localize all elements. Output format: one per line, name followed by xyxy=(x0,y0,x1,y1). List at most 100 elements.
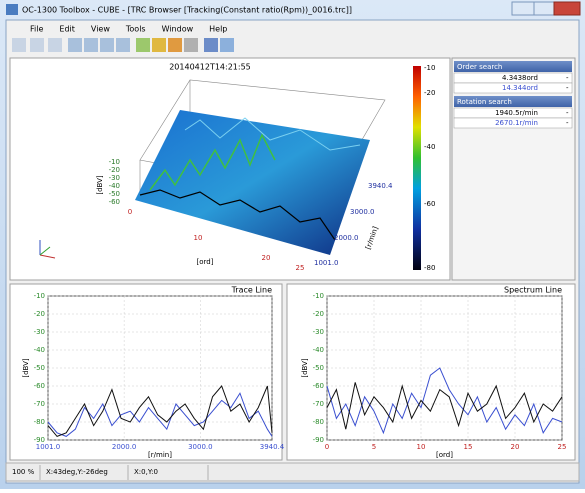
menu-item[interactable]: Window xyxy=(162,25,194,34)
colorbar xyxy=(413,66,421,270)
axis-indicator xyxy=(39,240,56,259)
search-row[interactable] xyxy=(453,117,573,129)
colorbar-tick-label: -10 xyxy=(424,64,435,72)
y-tick-label: -70 xyxy=(34,400,45,408)
z-tick-label: -20 xyxy=(109,166,120,174)
x-tick-label: 15 xyxy=(464,443,473,451)
maximize-button[interactable] xyxy=(533,1,555,16)
y-tick-label: -20 xyxy=(313,310,324,318)
z-tick-label: -50 xyxy=(109,190,120,198)
tool-icon[interactable] xyxy=(84,38,98,52)
y-tick-label: -50 xyxy=(313,364,324,372)
tool-icon[interactable] xyxy=(136,38,150,52)
axis-indicator-line xyxy=(39,254,56,259)
status-zoom: 100 % xyxy=(12,468,35,476)
order-search-header xyxy=(454,61,572,72)
y-tick-label: -90 xyxy=(34,436,45,444)
y-tick-label: -40 xyxy=(34,346,45,354)
search-delta: - xyxy=(566,74,569,82)
menu-item[interactable]: Edit xyxy=(59,25,75,34)
x-tick-label: 3940.4 xyxy=(260,443,285,451)
y-tick-label: -30 xyxy=(313,328,324,336)
tool-icon[interactable] xyxy=(68,38,82,52)
y-tick-label: -70 xyxy=(313,400,324,408)
tool-icon[interactable] xyxy=(48,38,62,52)
menu-bar: File Edit View Tools Window Help xyxy=(30,25,227,34)
tool-icon[interactable] xyxy=(220,38,234,52)
menu-item[interactable]: Tools xyxy=(125,25,146,34)
y-tick-label: 3000.0 xyxy=(350,208,375,216)
minimize-button[interactable] xyxy=(511,1,535,16)
tool-icon[interactable] xyxy=(30,38,44,52)
search-value: 1940.5r/min xyxy=(495,109,538,117)
x-tick-label: 25 xyxy=(558,443,567,451)
surface xyxy=(135,110,370,255)
x-tick-label: 5 xyxy=(372,443,376,451)
axis-indicator-line xyxy=(39,246,51,256)
series-line xyxy=(47,385,273,437)
y-tick-label: -30 xyxy=(34,328,45,336)
menu-item[interactable]: Help xyxy=(209,25,227,34)
menu-item[interactable]: View xyxy=(91,25,110,34)
search-panel xyxy=(451,57,576,281)
plot3d-title: 20140412T14:21:55 xyxy=(169,63,251,72)
x-tick-label: 10 xyxy=(417,443,426,451)
colorbar-tick-label: -80 xyxy=(424,264,435,272)
x-tick-label: 1001.0 xyxy=(36,443,61,451)
tool-icon[interactable] xyxy=(12,38,26,52)
y-tick-label: 2000.0 xyxy=(334,234,359,242)
tool-icon[interactable] xyxy=(168,38,182,52)
x-axis-label: [r/min] xyxy=(148,451,172,459)
y-tick-label: -50 xyxy=(34,364,45,372)
tool-icon[interactable] xyxy=(184,38,198,52)
x-tick-label: 0 xyxy=(325,443,329,451)
tool-icon[interactable] xyxy=(204,38,218,52)
z-tick-label: -60 xyxy=(109,198,120,206)
y-tick-label: -90 xyxy=(313,436,324,444)
y-tick-label: -60 xyxy=(313,382,324,390)
y-tick-label: -20 xyxy=(34,310,45,318)
x-tick-label: 20 xyxy=(511,443,520,451)
tool-icon[interactable] xyxy=(116,38,130,52)
z-tick-label: -30 xyxy=(109,174,120,182)
tool-icon[interactable] xyxy=(100,38,114,52)
y-tick-label: 3940.4 xyxy=(368,182,393,190)
surface-ridge xyxy=(139,189,336,241)
status-bar xyxy=(5,462,580,482)
menu-item[interactable]: File xyxy=(30,25,43,34)
y-tick-label: -60 xyxy=(34,382,45,390)
window-title: OC-1300 Toolbox - CUBE - [TRC Browser [T… xyxy=(22,6,352,15)
order-search-title: Order search xyxy=(457,63,502,71)
charts: Trace Line-10-20-30-40-50-60-70-80-90100… xyxy=(22,286,566,460)
close-button[interactable] xyxy=(553,1,581,16)
search-delta: - xyxy=(566,84,569,92)
status-angle: X:43deg,Y:-26deg xyxy=(46,468,108,476)
x-tick-label: 25 xyxy=(296,264,305,272)
app-icon xyxy=(6,4,18,15)
y-axis-label: [dBV] xyxy=(301,358,309,378)
search-row[interactable] xyxy=(453,82,573,94)
chart-title: Spectrum Line xyxy=(504,286,562,295)
x-tick-label: 10 xyxy=(194,234,203,242)
y-tick-label: -10 xyxy=(34,292,45,300)
search-value: 14.344ord xyxy=(502,84,538,92)
rotation-search-header xyxy=(454,96,572,107)
trace-panel xyxy=(9,283,283,461)
y-axis-label: [dBV] xyxy=(22,358,30,378)
y-tick-label: -40 xyxy=(313,346,324,354)
colorbar-tick-label: -40 xyxy=(424,143,435,151)
y-tick-label: 1001.0 xyxy=(314,259,339,267)
series-line xyxy=(326,382,563,430)
tool-icon[interactable] xyxy=(152,38,166,52)
x-axis-label: [ord] xyxy=(436,451,453,459)
rotation-search-title: Rotation search xyxy=(457,98,512,106)
colorbar-tick-label: -20 xyxy=(424,89,435,97)
search-delta: - xyxy=(566,119,569,127)
search-value: 4.3438ord xyxy=(502,74,538,82)
status-cursor: X:0,Y:0 xyxy=(134,468,158,476)
search-delta: - xyxy=(566,109,569,117)
y-tick-label: -10 xyxy=(313,292,324,300)
x-tick-label: 3000.0 xyxy=(188,443,213,451)
z-tick-label: -10 xyxy=(109,158,120,166)
